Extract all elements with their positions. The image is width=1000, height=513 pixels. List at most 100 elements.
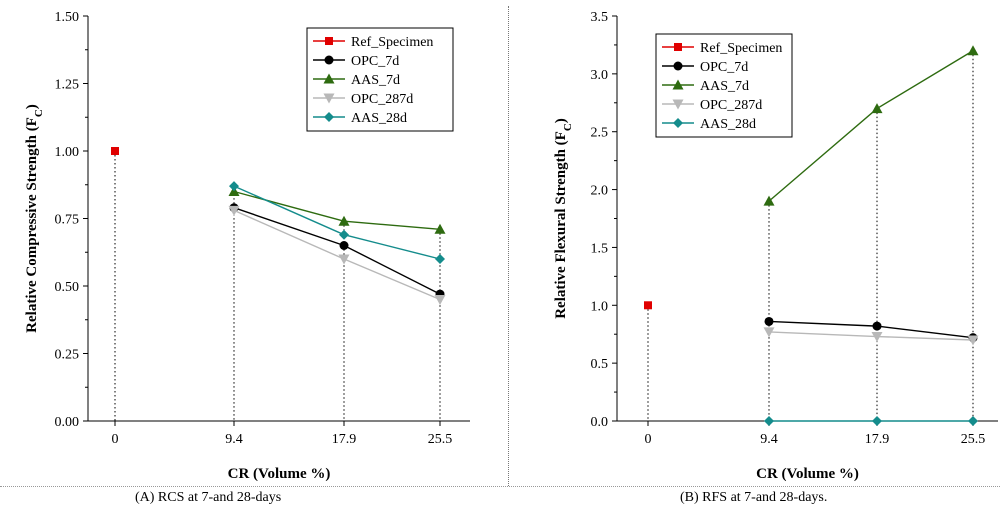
y-tick-label: 0.75 (55, 213, 80, 228)
data-point (229, 181, 239, 192)
y-tick-label: 3.0 (591, 68, 609, 83)
legend-label: AAS_7d (351, 73, 400, 88)
series-opc-7d (229, 203, 445, 299)
series-line (768, 50, 974, 202)
series-opc-287d (763, 327, 979, 346)
series-ref-specimen (111, 147, 119, 155)
data-point (967, 335, 979, 346)
y-tick-label: 1.25 (55, 78, 80, 93)
legend-label: OPC_7d (700, 60, 748, 75)
x-tick-label: 25.5 (428, 432, 453, 447)
x-tick-label: 25.5 (961, 432, 986, 447)
legend-marker (672, 79, 684, 90)
series-aas-7d (763, 45, 979, 206)
x-tick-label: 9.4 (225, 432, 243, 447)
legend-marker (672, 99, 684, 110)
legend-marker (323, 93, 335, 104)
y-tick-label: 0.0 (591, 415, 609, 430)
series-line (233, 209, 441, 301)
y-tick-label: 0.50 (55, 280, 80, 295)
series-line (768, 320, 974, 339)
series-aas-28d (764, 416, 978, 426)
data-point (764, 316, 774, 326)
y-tick-label: 1.5 (591, 241, 609, 256)
series-opc-287d (228, 205, 446, 305)
x-axis-title: CR (Volume %) (756, 466, 859, 482)
legend-box (306, 27, 454, 132)
x-tick-label: 0 (645, 432, 652, 447)
data-point (339, 229, 349, 240)
y-tick-label: 0.00 (55, 415, 80, 430)
legend-label: OPC_7d (351, 54, 399, 69)
data-point (763, 327, 775, 338)
legend-label: AAS_28d (700, 117, 756, 132)
data-point (967, 45, 979, 56)
series-opc-7d (764, 316, 978, 343)
legend-item: OPC_7d (662, 60, 748, 75)
legend-label: OPC_287d (351, 92, 413, 107)
data-point (435, 254, 445, 264)
legend-label: AAS_28d (351, 111, 407, 126)
series-line (233, 185, 441, 260)
legend-item: OPC_287d (662, 98, 762, 113)
caption-a: (A) RCS at 7-and 28-days (135, 490, 282, 505)
y-tick-label: 0.5 (591, 357, 609, 372)
data-point (228, 205, 240, 216)
legend-item: AAS_7d (662, 79, 749, 94)
panel-divider (508, 6, 509, 486)
data-point (763, 195, 775, 206)
data-point (871, 103, 883, 114)
legend-item: Ref_Specimen (313, 35, 433, 50)
series-ref-specimen (644, 301, 652, 310)
data-point (764, 416, 774, 426)
legend-label: OPC_287d (700, 98, 762, 113)
data-point (968, 416, 978, 426)
data-point (872, 416, 882, 426)
legend: Ref_Specimen OPC_7d AAS_7d OPC_287d AAS_28d (655, 33, 793, 138)
chart-b: 0.0 0.5 1.0 1.5 2.0 2.5 3.0 3.5 0 9.4 17.9 25.5 CR (… (553, 10, 998, 482)
legend-marker (323, 73, 335, 84)
series-line (768, 331, 974, 341)
data-point (872, 321, 882, 331)
y-tick-label: 1.00 (55, 145, 80, 160)
legend-item: AAS_28d (313, 111, 407, 126)
data-point (338, 215, 350, 226)
legend-marker (324, 112, 334, 122)
x-axis-title: CR (Volume %) (228, 466, 331, 482)
legend-item: AAS_7d (313, 73, 400, 88)
legend-item: Ref_Specimen (662, 41, 782, 56)
y-axis-title: Relative Compressive Strength (FC) (24, 104, 45, 333)
series-aas-28d (229, 181, 445, 264)
data-point (434, 223, 446, 234)
y-tick-label: 1.50 (55, 10, 80, 25)
x-tick-label: 17.9 (332, 432, 357, 447)
y-tick-label: 1.0 (591, 299, 609, 314)
data-point (338, 254, 350, 265)
legend-label: Ref_Specimen (700, 41, 782, 56)
series-aas-7d (228, 186, 446, 234)
legend-marker (673, 61, 683, 71)
y-tick-label: 2.0 (591, 184, 609, 199)
data-point (871, 332, 883, 343)
x-tick-label: 17.9 (865, 432, 890, 447)
legend-item: AAS_28d (662, 117, 756, 132)
caption-b: (B) RFS at 7-and 28-days. (680, 490, 828, 505)
data-point (339, 241, 349, 250)
legend-label: AAS_7d (700, 79, 749, 94)
chart-a: 0.00 0.25 0.50 0.75 1.00 1.25 1.50 0 9.4 17.9 25.5… (24, 10, 470, 482)
legend-marker (674, 43, 682, 51)
legend-marker (325, 37, 333, 45)
y-tick-label: 2.5 (591, 126, 609, 141)
data-point (644, 301, 652, 310)
y-axis-title: Relative Flexural Strength (FC) (553, 118, 574, 319)
data-point (434, 295, 446, 305)
legend: Ref_Specimen OPC_7d AAS_7d OPC_287d AAS_28d (306, 27, 454, 132)
legend-label: Ref_Specimen (351, 35, 433, 50)
legend-item: OPC_7d (313, 54, 399, 69)
x-tick-label: 0 (112, 432, 119, 447)
figure-canvas: 0.000.250.500.751.001.251.500 9.4 17.9 25.5… (24, 10, 998, 482)
legend-marker (324, 55, 334, 65)
legend-item: OPC_287d (313, 92, 413, 107)
x-tick-label: 9.4 (760, 432, 778, 447)
y-tick-label: 0.25 (55, 348, 80, 363)
